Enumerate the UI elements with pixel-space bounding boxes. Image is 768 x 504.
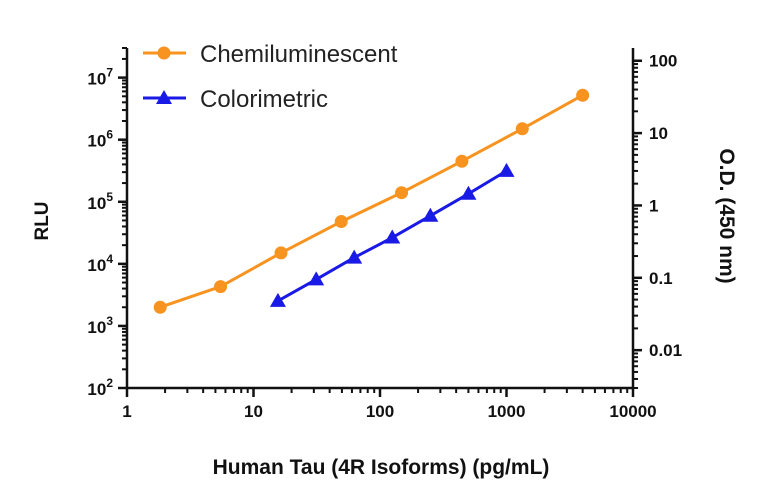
chemiluminescent-point bbox=[515, 122, 529, 136]
chemiluminescent-point bbox=[274, 246, 288, 260]
chemiluminescent-point bbox=[576, 88, 590, 102]
colorimetric-point bbox=[498, 162, 515, 177]
y-tick-base: 10 bbox=[87, 194, 106, 213]
y-tick-base: 10 bbox=[87, 70, 106, 89]
colorimetric-point bbox=[384, 229, 401, 244]
y-tick-exponent: 4 bbox=[106, 252, 113, 266]
y-tick-label: 105 bbox=[87, 190, 113, 213]
x-tick-label: 1000 bbox=[488, 402, 526, 421]
legend-chemiluminescent-label: Chemiluminescent bbox=[200, 41, 398, 68]
axes: 1 10 100 1000 100001021031041051061070.010.1… bbox=[87, 47, 682, 421]
x-tick-label: 10 bbox=[244, 402, 263, 421]
chemiluminescent-point bbox=[455, 154, 469, 168]
colorimetric-point bbox=[269, 292, 286, 307]
legend-colorimetric-label: Colorimetric bbox=[200, 86, 328, 113]
x-axis-title: Human Tau (4R Isoforms) (pg/mL) bbox=[213, 456, 550, 479]
chemiluminescent-point bbox=[395, 186, 409, 200]
y-tick-exponent: 7 bbox=[106, 66, 113, 80]
y-tick-base: 10 bbox=[87, 380, 106, 399]
y-tick-base: 10 bbox=[87, 256, 106, 275]
colorimetric-point bbox=[346, 249, 363, 264]
y-tick-exponent: 5 bbox=[106, 190, 113, 204]
y-tick-exponent: 2 bbox=[106, 376, 113, 390]
y2-tick-label: 100 bbox=[649, 52, 677, 71]
y-tick-exponent: 3 bbox=[106, 314, 113, 328]
colorimetric-point bbox=[422, 207, 439, 222]
y-tick-base: 10 bbox=[87, 132, 106, 151]
legend-colorimetric-marker bbox=[156, 90, 172, 104]
y-tick-label: 103 bbox=[87, 314, 113, 337]
x-tick-label: 1 bbox=[122, 402, 131, 421]
y-tick-base: 10 bbox=[87, 318, 106, 337]
series-layer bbox=[153, 88, 590, 314]
chemiluminescent-point bbox=[214, 280, 228, 294]
y2-tick-label: 10 bbox=[649, 124, 668, 143]
chemiluminescent-point bbox=[334, 215, 348, 229]
y2-axis-title: O.D. (450 nm) bbox=[715, 148, 738, 283]
y2-tick-label: 0.01 bbox=[649, 341, 682, 360]
y-tick-label: 104 bbox=[87, 252, 113, 275]
legend-chemiluminescent-marker bbox=[157, 46, 171, 60]
colorimetric-point bbox=[460, 185, 477, 200]
y-tick-label: 102 bbox=[87, 376, 113, 399]
chemiluminescent-point bbox=[153, 300, 167, 314]
x-tick-label: 10000 bbox=[609, 402, 656, 421]
y-tick-label: 106 bbox=[87, 128, 113, 151]
x-tick-label: 100 bbox=[366, 402, 394, 421]
y2-tick-label: 1 bbox=[649, 196, 658, 215]
y2-tick-label: 0.1 bbox=[649, 269, 673, 288]
y-axis-title: RLU bbox=[32, 201, 53, 240]
y-tick-label: 107 bbox=[87, 66, 113, 89]
chemiluminescent-line bbox=[159, 93, 584, 309]
legend: Chemiluminescent Colorimetric bbox=[143, 41, 398, 113]
colorimetric-point bbox=[308, 271, 325, 286]
y-tick-exponent: 6 bbox=[106, 128, 113, 142]
